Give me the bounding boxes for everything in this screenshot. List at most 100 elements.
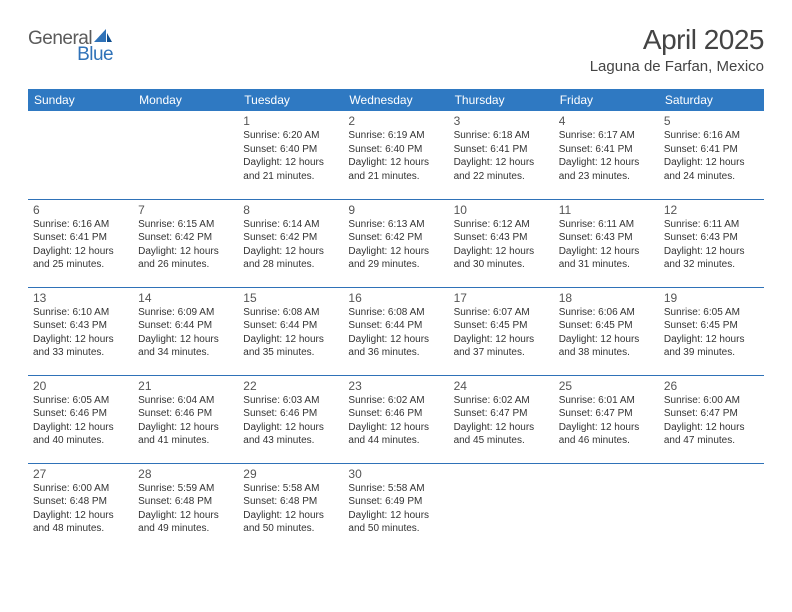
day-info: Sunrise: 5:58 AMSunset: 6:48 PMDaylight:… — [243, 482, 338, 536]
sunset-text: Sunset: 6:45 PM — [664, 319, 759, 333]
sunset-text: Sunset: 6:40 PM — [348, 143, 443, 157]
sunrise-text: Sunrise: 6:05 AM — [664, 306, 759, 320]
day-number: 23 — [348, 379, 443, 393]
calendar-day-cell: 16Sunrise: 6:08 AMSunset: 6:44 PMDayligh… — [343, 287, 448, 375]
calendar-day-cell: 3Sunrise: 6:18 AMSunset: 6:41 PMDaylight… — [449, 111, 554, 199]
day-info: Sunrise: 6:00 AMSunset: 6:47 PMDaylight:… — [664, 394, 759, 448]
sunset-text: Sunset: 6:48 PM — [138, 495, 233, 509]
calendar-day-cell: 17Sunrise: 6:07 AMSunset: 6:45 PMDayligh… — [449, 287, 554, 375]
sunrise-text: Sunrise: 6:18 AM — [454, 129, 549, 143]
calendar-day-cell: 5Sunrise: 6:16 AMSunset: 6:41 PMDaylight… — [659, 111, 764, 199]
sunset-text: Sunset: 6:40 PM — [243, 143, 338, 157]
sunset-text: Sunset: 6:43 PM — [559, 231, 654, 245]
sunset-text: Sunset: 6:41 PM — [664, 143, 759, 157]
day-info: Sunrise: 6:16 AMSunset: 6:41 PMDaylight:… — [664, 129, 759, 183]
calendar-day-cell: 28Sunrise: 5:59 AMSunset: 6:48 PMDayligh… — [133, 463, 238, 551]
calendar-day-cell: 23Sunrise: 6:02 AMSunset: 6:46 PMDayligh… — [343, 375, 448, 463]
daylight-text: Daylight: 12 hours and 34 minutes. — [138, 333, 233, 360]
calendar-body: 1Sunrise: 6:20 AMSunset: 6:40 PMDaylight… — [28, 111, 764, 551]
sunset-text: Sunset: 6:46 PM — [348, 407, 443, 421]
daylight-text: Daylight: 12 hours and 25 minutes. — [33, 245, 128, 272]
day-number: 14 — [138, 291, 233, 305]
calendar-week-row: 20Sunrise: 6:05 AMSunset: 6:46 PMDayligh… — [28, 375, 764, 463]
day-number: 13 — [33, 291, 128, 305]
day-info: Sunrise: 6:20 AMSunset: 6:40 PMDaylight:… — [243, 129, 338, 183]
weekday-header: Wednesday — [343, 89, 448, 111]
day-info: Sunrise: 6:18 AMSunset: 6:41 PMDaylight:… — [454, 129, 549, 183]
day-number: 16 — [348, 291, 443, 305]
day-info: Sunrise: 6:16 AMSunset: 6:41 PMDaylight:… — [33, 218, 128, 272]
calendar-day-cell: 9Sunrise: 6:13 AMSunset: 6:42 PMDaylight… — [343, 199, 448, 287]
daylight-text: Daylight: 12 hours and 24 minutes. — [664, 156, 759, 183]
day-info: Sunrise: 6:02 AMSunset: 6:46 PMDaylight:… — [348, 394, 443, 448]
calendar-page: GeneralBlue April 2025 Laguna de Farfan,… — [0, 0, 792, 561]
logo-text-blue: Blue — [77, 44, 113, 65]
sunset-text: Sunset: 6:41 PM — [33, 231, 128, 245]
daylight-text: Daylight: 12 hours and 46 minutes. — [559, 421, 654, 448]
weekday-header: Thursday — [449, 89, 554, 111]
sunset-text: Sunset: 6:46 PM — [33, 407, 128, 421]
sunrise-text: Sunrise: 6:19 AM — [348, 129, 443, 143]
day-number: 7 — [138, 203, 233, 217]
calendar-day-cell: 25Sunrise: 6:01 AMSunset: 6:47 PMDayligh… — [554, 375, 659, 463]
day-number: 12 — [664, 203, 759, 217]
daylight-text: Daylight: 12 hours and 35 minutes. — [243, 333, 338, 360]
day-number: 2 — [348, 114, 443, 128]
sunrise-text: Sunrise: 6:17 AM — [559, 129, 654, 143]
day-number: 30 — [348, 467, 443, 481]
day-number: 5 — [664, 114, 759, 128]
sunrise-text: Sunrise: 6:01 AM — [559, 394, 654, 408]
sunrise-text: Sunrise: 6:11 AM — [559, 218, 654, 232]
daylight-text: Daylight: 12 hours and 45 minutes. — [454, 421, 549, 448]
day-info: Sunrise: 6:01 AMSunset: 6:47 PMDaylight:… — [559, 394, 654, 448]
day-number: 6 — [33, 203, 128, 217]
daylight-text: Daylight: 12 hours and 49 minutes. — [138, 509, 233, 536]
daylight-text: Daylight: 12 hours and 31 minutes. — [559, 245, 654, 272]
calendar-day-cell: 7Sunrise: 6:15 AMSunset: 6:42 PMDaylight… — [133, 199, 238, 287]
day-number: 18 — [559, 291, 654, 305]
sunset-text: Sunset: 6:43 PM — [33, 319, 128, 333]
calendar-day-cell: 18Sunrise: 6:06 AMSunset: 6:45 PMDayligh… — [554, 287, 659, 375]
day-number: 20 — [33, 379, 128, 393]
daylight-text: Daylight: 12 hours and 26 minutes. — [138, 245, 233, 272]
calendar-day-cell — [554, 463, 659, 551]
day-number: 21 — [138, 379, 233, 393]
sunrise-text: Sunrise: 6:06 AM — [559, 306, 654, 320]
sunset-text: Sunset: 6:44 PM — [243, 319, 338, 333]
sunrise-text: Sunrise: 5:58 AM — [348, 482, 443, 496]
day-number: 10 — [454, 203, 549, 217]
day-number: 24 — [454, 379, 549, 393]
calendar-day-cell: 8Sunrise: 6:14 AMSunset: 6:42 PMDaylight… — [238, 199, 343, 287]
daylight-text: Daylight: 12 hours and 50 minutes. — [348, 509, 443, 536]
sunrise-text: Sunrise: 5:58 AM — [243, 482, 338, 496]
sunset-text: Sunset: 6:41 PM — [559, 143, 654, 157]
day-info: Sunrise: 6:13 AMSunset: 6:42 PMDaylight:… — [348, 218, 443, 272]
day-number: 19 — [664, 291, 759, 305]
sunset-text: Sunset: 6:44 PM — [348, 319, 443, 333]
weekday-header: Sunday — [28, 89, 133, 111]
sunrise-text: Sunrise: 6:02 AM — [454, 394, 549, 408]
sunrise-text: Sunrise: 6:08 AM — [348, 306, 443, 320]
day-info: Sunrise: 6:00 AMSunset: 6:48 PMDaylight:… — [33, 482, 128, 536]
day-number: 1 — [243, 114, 338, 128]
calendar-day-cell: 11Sunrise: 6:11 AMSunset: 6:43 PMDayligh… — [554, 199, 659, 287]
sunset-text: Sunset: 6:46 PM — [138, 407, 233, 421]
daylight-text: Daylight: 12 hours and 38 minutes. — [559, 333, 654, 360]
sunset-text: Sunset: 6:48 PM — [33, 495, 128, 509]
sunrise-text: Sunrise: 6:08 AM — [243, 306, 338, 320]
daylight-text: Daylight: 12 hours and 40 minutes. — [33, 421, 128, 448]
sunset-text: Sunset: 6:42 PM — [243, 231, 338, 245]
calendar-day-cell — [28, 111, 133, 199]
day-info: Sunrise: 6:14 AMSunset: 6:42 PMDaylight:… — [243, 218, 338, 272]
day-info: Sunrise: 6:08 AMSunset: 6:44 PMDaylight:… — [348, 306, 443, 360]
title-block: April 2025 Laguna de Farfan, Mexico — [590, 24, 764, 75]
calendar-day-cell: 30Sunrise: 5:58 AMSunset: 6:49 PMDayligh… — [343, 463, 448, 551]
day-info: Sunrise: 6:02 AMSunset: 6:47 PMDaylight:… — [454, 394, 549, 448]
daylight-text: Daylight: 12 hours and 44 minutes. — [348, 421, 443, 448]
sunrise-text: Sunrise: 6:13 AM — [348, 218, 443, 232]
weekday-header: Tuesday — [238, 89, 343, 111]
day-info: Sunrise: 6:05 AMSunset: 6:46 PMDaylight:… — [33, 394, 128, 448]
sunset-text: Sunset: 6:41 PM — [454, 143, 549, 157]
day-info: Sunrise: 6:03 AMSunset: 6:46 PMDaylight:… — [243, 394, 338, 448]
day-info: Sunrise: 6:19 AMSunset: 6:40 PMDaylight:… — [348, 129, 443, 183]
